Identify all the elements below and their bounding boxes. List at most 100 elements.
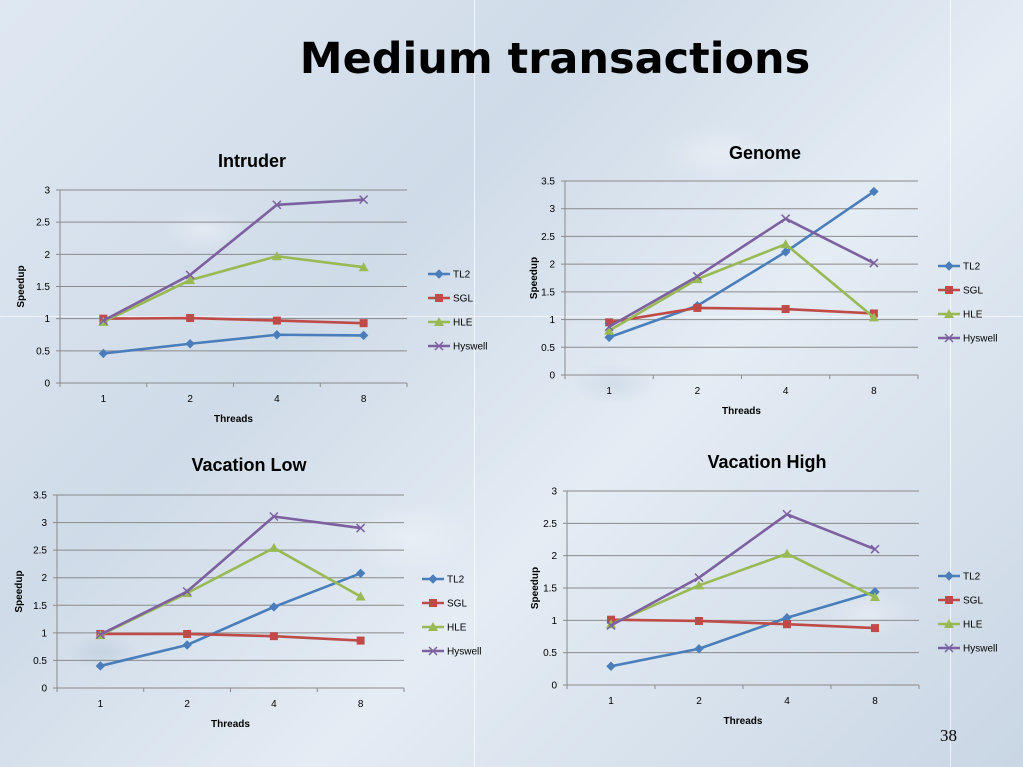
x-tick-label: 8 — [361, 394, 367, 405]
x-tick-label: 8 — [872, 696, 878, 707]
legend-marker-tl2 — [944, 261, 954, 271]
chart-intruder: Intruder 0 0.5 1 1.5 2 2.5 3 1 2 4 8 Threads Speedup T… — [16, 151, 487, 425]
x-tick-label: 1 — [98, 699, 104, 710]
legend-marker-hle — [944, 309, 954, 318]
legend-marker-hyswell — [434, 341, 444, 351]
page-number: 38 — [940, 726, 957, 745]
data-point-hle — [692, 274, 703, 284]
data-point-sgl — [695, 616, 703, 625]
chart-vacation-low: Vacation Low 0 0.5 1 1.5 2 2.5 3 3.5 1 2 4 8 Threads S… — [14, 455, 481, 730]
x-tick-label: 8 — [358, 699, 364, 710]
chart-genome: Genome 0 0.5 1 1.5 2 2.5 3 3.5 1 2 4 8 Threads Speedup… — [529, 143, 997, 417]
legend-marker-tl2 — [434, 269, 444, 279]
y-tick-label: 1.5 — [543, 584, 557, 595]
series-line-hle — [608, 242, 875, 332]
y-tick-label: 3.5 — [541, 177, 555, 188]
data-point-hle — [870, 592, 880, 602]
x-tick-label: 2 — [696, 696, 702, 707]
data-point-hyswell — [606, 620, 616, 631]
chart-title: Vacation Low — [191, 455, 307, 475]
y-tick-label: 1.5 — [36, 282, 50, 293]
y-tick-label: 0 — [44, 379, 50, 390]
data-point-tl2 — [606, 661, 616, 671]
data-point-hyswell — [694, 573, 704, 583]
y-tick-label: 3 — [549, 204, 555, 215]
y-tick-label: 2.5 — [541, 232, 555, 243]
data-point-tl2 — [694, 644, 704, 654]
data-point-sgl — [356, 636, 365, 645]
series-line-sgl — [608, 306, 874, 324]
legend-label-hle: HLE — [453, 318, 473, 329]
data-point-hle — [782, 548, 792, 558]
y-tick-label: 1 — [41, 628, 47, 639]
background-divider — [950, 0, 951, 767]
legend-label-sgl: SGL — [963, 286, 983, 297]
background-divider — [474, 0, 475, 767]
data-point-hyswell — [185, 270, 195, 280]
data-point-hyswell — [782, 509, 792, 519]
data-point-tl2 — [269, 602, 279, 612]
background-divider — [0, 316, 1023, 317]
legend-label-hyswell: Hyswell — [963, 334, 997, 345]
series-line-hyswell — [610, 512, 876, 627]
x-tick-label: 4 — [783, 386, 789, 397]
legend-label-hle: HLE — [963, 310, 983, 321]
x-axis-label: Threads — [724, 716, 763, 727]
series-line-hyswell — [608, 217, 875, 328]
y-axis-label: Speedup — [14, 570, 25, 612]
legend-label-sgl: SGL — [453, 294, 473, 305]
legend-marker-sgl — [945, 596, 953, 604]
series-line-hle — [99, 546, 362, 637]
series-line-hle — [610, 552, 876, 626]
legend-marker-hle — [944, 619, 954, 628]
legend-label-tl2: TL2 — [447, 575, 465, 586]
data-point-tl2 — [869, 186, 879, 197]
data-point-hyswell — [870, 544, 880, 554]
y-tick-label: 1.5 — [541, 287, 555, 298]
data-point-hle — [271, 251, 282, 261]
y-axis-label: Speedup — [16, 265, 27, 307]
data-point-tl2 — [272, 330, 282, 340]
legend-marker-sgl — [435, 294, 443, 302]
x-axis-label: Threads — [211, 719, 250, 730]
chart-title: Genome — [729, 143, 801, 163]
data-point-sgl — [871, 624, 879, 633]
legend-label-hle: HLE — [963, 620, 983, 631]
series-line-tl2 — [100, 572, 362, 668]
x-axis-label: Threads — [722, 406, 761, 417]
y-tick-label: 2.5 — [543, 519, 557, 530]
data-point-hyswell — [359, 195, 369, 205]
x-tick-label: 1 — [608, 696, 614, 707]
y-tick-label: 1.5 — [33, 601, 47, 612]
chart-title: Intruder — [218, 151, 286, 171]
x-tick-label: 1 — [101, 394, 107, 405]
data-point-hyswell — [182, 586, 192, 597]
legend-marker-hyswell — [944, 643, 954, 653]
data-point-hle — [694, 580, 704, 590]
x-tick-label: 4 — [274, 394, 280, 405]
data-point-hle — [268, 542, 279, 552]
legend-label-hyswell: Hyswell — [963, 644, 997, 655]
series-line-sgl — [103, 316, 364, 325]
series-line-hyswell — [99, 515, 361, 636]
data-point-tl2 — [358, 330, 369, 341]
y-tick-label: 0 — [551, 681, 557, 692]
legend-label-sgl: SGL — [447, 599, 467, 610]
legend-marker-hle — [428, 622, 438, 631]
legend-label-sgl: SGL — [963, 596, 983, 607]
series-line-hle — [102, 254, 364, 324]
data-point-hle — [780, 239, 791, 249]
y-tick-label: 0 — [41, 684, 47, 695]
series-line-sgl — [610, 618, 876, 630]
data-point-sgl — [359, 319, 368, 328]
x-tick-label: 2 — [187, 394, 193, 405]
legend-marker-tl2 — [944, 571, 954, 581]
y-tick-label: 1 — [551, 616, 557, 627]
data-point-sgl — [693, 303, 702, 312]
data-point-hyswell — [869, 258, 879, 268]
legend-label-tl2: TL2 — [963, 262, 981, 273]
legend-label-hyswell: Hyswell — [453, 342, 487, 353]
y-tick-label: 2 — [44, 250, 50, 261]
legend-marker-sgl — [429, 599, 437, 607]
y-tick-label: 3 — [551, 487, 557, 498]
